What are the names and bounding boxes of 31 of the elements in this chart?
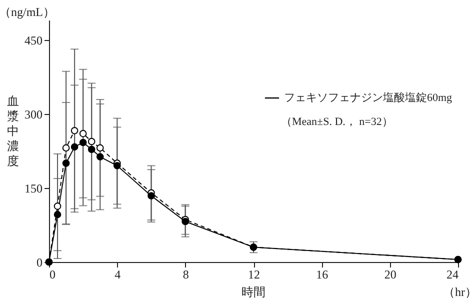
- legend-label: フェキソフェナジン塩酸塩錠60mg: [284, 92, 453, 104]
- point: [62, 160, 70, 167]
- y-tick-label: 150: [24, 181, 42, 196]
- x-tick-label: 24: [446, 268, 458, 282]
- x-tick-label: 8: [182, 268, 189, 282]
- point: [114, 162, 121, 170]
- y-tick-label: 0: [36, 256, 42, 270]
- x-tick-label: 20: [384, 268, 396, 282]
- x-tick-label: 16: [316, 268, 328, 282]
- point: [79, 130, 87, 138]
- point: [96, 153, 104, 160]
- y-tick-label: 300: [24, 107, 42, 122]
- point: [62, 144, 70, 152]
- point: [148, 192, 155, 200]
- point: [88, 146, 96, 154]
- y-tick-label: 450: [24, 33, 42, 48]
- point: [70, 126, 78, 134]
- point: [54, 210, 62, 218]
- x-tick-label: 0: [50, 268, 56, 282]
- x-axis-title: 時間: [242, 285, 266, 299]
- y-axis-title: 血漿中濃度: [7, 94, 19, 168]
- annotation: （Mean±S. D.， n=32）: [281, 116, 393, 128]
- point: [79, 138, 87, 146]
- point: [88, 138, 96, 146]
- point: [70, 143, 78, 151]
- point: [96, 144, 104, 152]
- x-tick-label: 12: [248, 268, 260, 282]
- x-tick-label: 4: [114, 268, 121, 282]
- point: [54, 202, 62, 210]
- text: （hr）: [443, 285, 471, 299]
- text: （ng/mL）: [0, 5, 55, 19]
